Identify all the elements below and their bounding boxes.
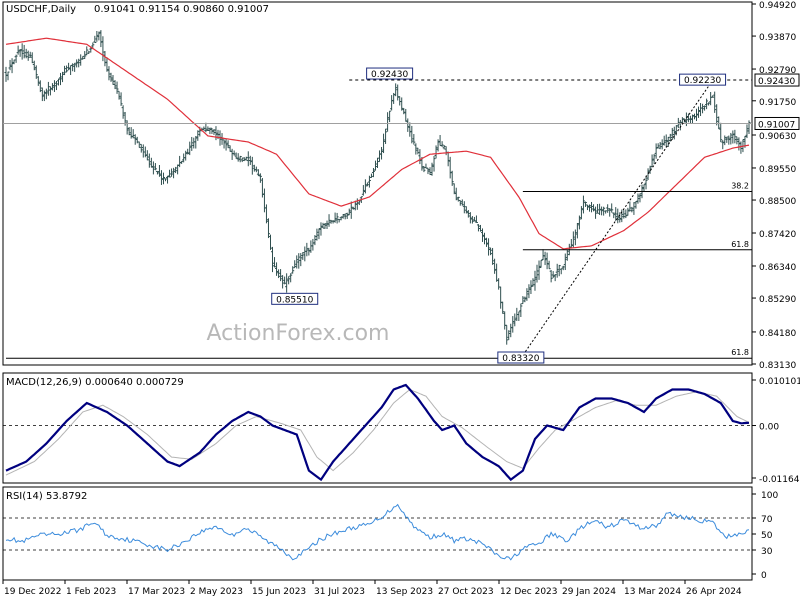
- price-tick-label: 0.93870: [759, 33, 796, 43]
- watermark: ActionForex.com: [207, 321, 390, 346]
- swing-label: 0.92430: [371, 70, 408, 80]
- rsi-tick-label: 30: [761, 547, 773, 557]
- price-tick-label: 0.83130: [759, 361, 796, 371]
- price-tick-label: 0.89550: [759, 165, 796, 175]
- rsi-panel: 100 70 50 30 0: [3, 491, 778, 581]
- time-tick-label: 2 May 2023: [190, 587, 243, 597]
- price-tick-label: 0.86340: [759, 263, 796, 273]
- time-tick-label: 12 Dec 2023: [500, 587, 558, 597]
- price-tick-label: 0.87420: [759, 230, 796, 240]
- time-tick-label: 13 Mar 2024: [624, 587, 681, 597]
- retracement-label: 61.8: [731, 348, 749, 357]
- resistance-value: 0.92430: [758, 77, 795, 87]
- price-tick-label: 0.94920: [759, 1, 796, 11]
- moving-average-line: [5, 37, 750, 250]
- price-tick-label: 0.90630: [759, 132, 796, 142]
- macd-tick-label: 0.010101: [759, 377, 800, 387]
- swing-label: 0.83320: [502, 354, 539, 364]
- time-tick-label: 17 Mar 2023: [128, 587, 185, 597]
- price-tick-label: 0.91750: [759, 98, 796, 108]
- retracement-label: 38.2: [731, 181, 749, 190]
- time-tick-label: 26 Apr 2024: [686, 587, 742, 597]
- price-tick-label: 0.88500: [759, 197, 796, 207]
- macd-title: MACD(12,26,9) 0.000640 0.000729: [6, 377, 184, 388]
- swing-label-box: [366, 67, 414, 80]
- time-tick-label: 29 Jan 2024: [562, 587, 616, 597]
- time-tick-label: 31 Jul 2023: [314, 587, 365, 597]
- time-tick-label: 13 Sep 2023: [376, 587, 433, 597]
- price-series: [4, 30, 751, 345]
- swing-label: 0.85510: [276, 295, 313, 305]
- price-tick-label: 0.85290: [759, 295, 796, 305]
- time-tick-label: 1 Feb 2023: [66, 587, 116, 597]
- swing-label-box: [497, 351, 545, 364]
- time-tick-label: 27 Oct 2023: [438, 587, 494, 597]
- macd-tick-label: 0.00: [759, 423, 779, 433]
- panel-frame-2: [2, 486, 753, 581]
- panel-frame-0: [2, 1, 753, 366]
- rsi-title: RSI(14) 53.8792: [6, 491, 87, 502]
- panel-frame-1: [2, 372, 753, 484]
- swing-label: 0.92230: [684, 76, 721, 86]
- resistance-tag: [754, 73, 800, 87]
- macd-signal-line: [5, 388, 750, 476]
- swing-label-box: [679, 73, 727, 86]
- price-axis: 0.94920 0.93870 0.92790 0.91750 0.90630 0.895…: [752, 1, 796, 371]
- retracement-label: 61.8: [731, 240, 749, 249]
- rsi-tick-label: 100: [761, 491, 778, 501]
- last-price-tag: [754, 116, 800, 130]
- chart-title: USDCHF,Daily: [6, 4, 76, 15]
- rsi-tick-label: 50: [761, 531, 773, 541]
- macd-panel: 0.010101 0.00 -0.011645: [3, 377, 800, 485]
- rsi-tick-label: 0: [761, 571, 767, 581]
- annotations: 0.91007 0.92430 38.2 61.8 61.8 0.92430 0.85510…: [3, 67, 800, 364]
- rsi-line: [5, 503, 750, 561]
- trendline: [520, 85, 710, 359]
- time-tick-label: 15 Jun 2023: [252, 587, 306, 597]
- ohlc-readout: 0.91041 0.91154 0.90860 0.91007: [94, 4, 269, 15]
- price-tick-label: 0.84180: [759, 329, 796, 339]
- time-axis: 19 Dec 2022 1 Feb 2023 17 Mar 2023 2 May 20…: [2, 580, 742, 597]
- price-tick-label: 0.92790: [759, 66, 796, 76]
- rsi-tick-label: 70: [761, 515, 773, 525]
- time-tick-label: 19 Dec 2022: [4, 587, 62, 597]
- macd-line: [5, 383, 750, 482]
- macd-tick-label: -0.011645: [759, 475, 800, 485]
- last-price-value: 0.91007: [758, 120, 795, 130]
- swing-label-box: [271, 292, 319, 305]
